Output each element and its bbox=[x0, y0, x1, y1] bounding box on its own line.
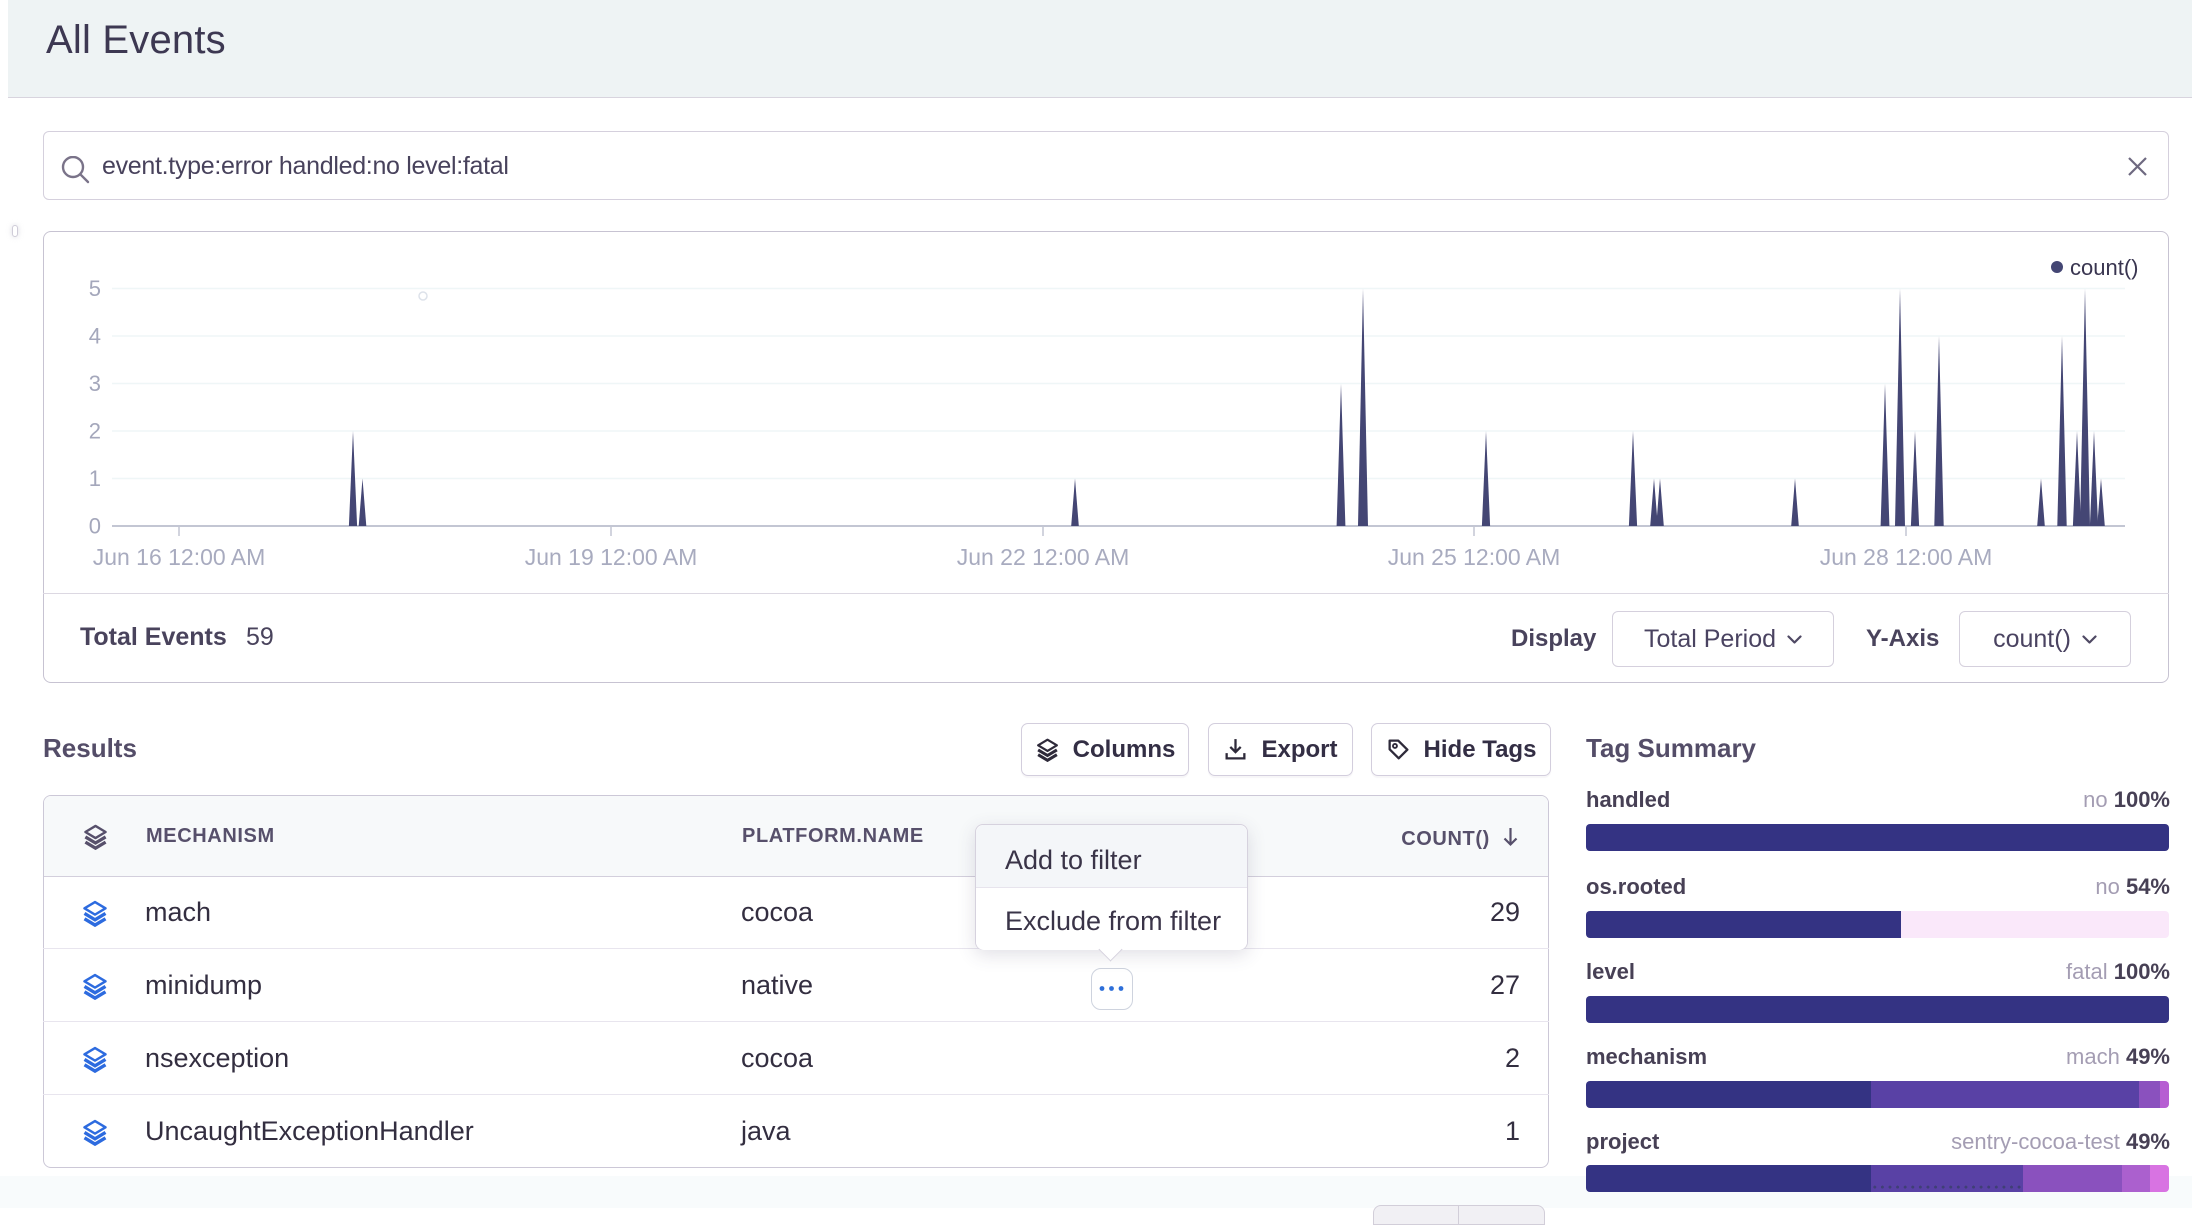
svg-text:Jun 22 12:00 AM: Jun 22 12:00 AM bbox=[957, 544, 1130, 570]
svg-text:1: 1 bbox=[89, 466, 101, 491]
svg-text:Jun 19 12:00 AM: Jun 19 12:00 AM bbox=[525, 544, 698, 570]
svg-text:Jun 25 12:00 AM: Jun 25 12:00 AM bbox=[1388, 544, 1561, 570]
svg-text:2: 2 bbox=[89, 419, 101, 444]
svg-text:0: 0 bbox=[89, 514, 101, 539]
svg-text:Jun 16 12:00 AM: Jun 16 12:00 AM bbox=[93, 544, 266, 570]
svg-text:3: 3 bbox=[89, 371, 101, 396]
svg-text:count(): count() bbox=[2070, 255, 2138, 280]
svg-text:4: 4 bbox=[89, 324, 101, 349]
svg-text:5: 5 bbox=[89, 276, 101, 301]
svg-text:Jun 28 12:00 AM: Jun 28 12:00 AM bbox=[1820, 544, 1993, 570]
